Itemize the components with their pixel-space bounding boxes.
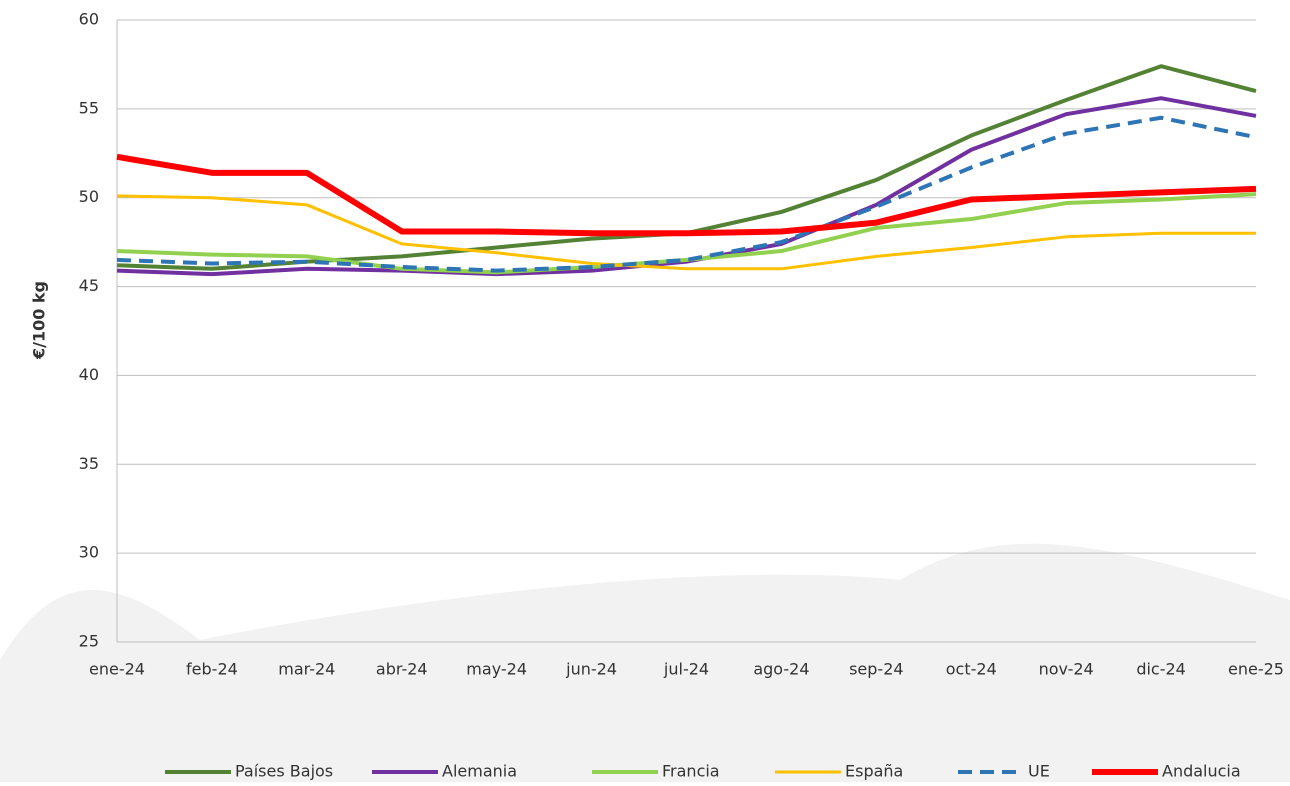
x-tick-label: dic-24 [1136, 660, 1186, 679]
series-line [116, 194, 1256, 271]
x-tick-label: abr-24 [376, 660, 428, 679]
y-tick-label: 45 [79, 276, 99, 295]
legend-label: Francia [662, 762, 720, 781]
x-tick-label: ene-25 [1228, 660, 1284, 679]
legend-label: Países Bajos [235, 762, 333, 781]
y-tick-label: 30 [79, 543, 99, 562]
x-tick-label: ene-24 [89, 660, 145, 679]
series-line [116, 115, 1257, 273]
y-tick-label: 55 [79, 98, 99, 117]
x-tick-label: nov-24 [1039, 660, 1094, 679]
legend-label: España [845, 762, 903, 781]
series-line [116, 64, 1257, 271]
x-tick-label: may-24 [466, 660, 527, 679]
x-tick-label: feb-24 [186, 660, 238, 679]
background-splash [0, 543, 1290, 782]
series-line [116, 153, 1257, 237]
legend-label: UE [1028, 762, 1050, 781]
y-axis-label: €/100 kg [30, 281, 49, 360]
legend-label: Alemania [442, 762, 517, 781]
x-tick-label: mar-24 [278, 660, 335, 679]
x-tick-label: ago-24 [753, 660, 809, 679]
series-line [116, 96, 1257, 277]
x-tick-label: jun-24 [565, 660, 617, 679]
y-tick-label: 40 [79, 365, 99, 384]
legend-label: Andalucia [1162, 762, 1241, 781]
x-tick-label: sep-24 [849, 660, 903, 679]
y-tick-label: 25 [79, 632, 99, 651]
x-tick-label: jul-24 [663, 660, 709, 679]
x-tick-label: oct-24 [946, 660, 997, 679]
series-line [116, 192, 1257, 275]
y-tick-label: 50 [79, 187, 99, 206]
y-tick-label: 35 [79, 454, 99, 473]
y-tick-label: 60 [79, 10, 99, 29]
